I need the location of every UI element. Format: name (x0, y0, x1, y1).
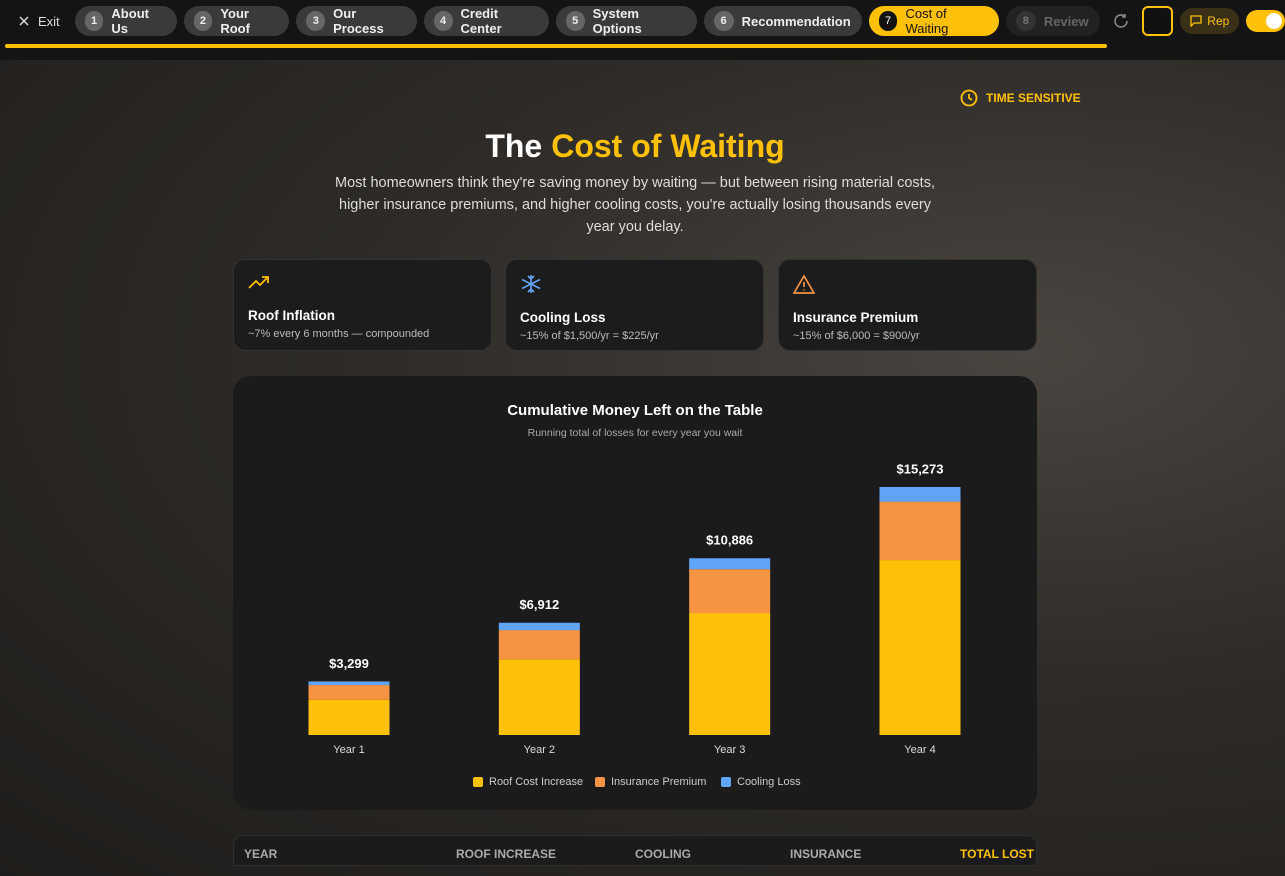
legend-swatch (595, 777, 605, 787)
chat-icon (1190, 15, 1202, 27)
step-number: 5 (565, 11, 585, 31)
progress-bar (5, 44, 1107, 48)
card-title: Insurance Premium (793, 310, 919, 325)
x-tick-label: Year 1 (333, 744, 364, 756)
step-pill[interactable]: 1 About Us (74, 6, 177, 36)
step-number: 7 (878, 11, 898, 31)
bar-segment (498, 630, 580, 660)
step-pill[interactable]: 3 Our Process (296, 6, 417, 36)
table-header-cell: YEAR (244, 847, 278, 861)
bar-segment (308, 681, 390, 686)
info-card: Cooling Loss ~15% of $1,500/yr = $225/yr (505, 259, 764, 351)
bar-segment (498, 659, 580, 735)
badge-text: TIME SENSITIVE (986, 91, 1081, 105)
card-title: Cooling Loss (520, 310, 606, 325)
bar-segment (879, 501, 961, 561)
chat-path (1190, 15, 1202, 27)
bar-segment (879, 560, 961, 735)
info-card: Roof Inflation ~7% every 6 months — compo… (233, 259, 492, 351)
trend-icon (248, 276, 269, 289)
step-number: 8 (1015, 11, 1036, 31)
step-pill[interactable]: 2 Your Roof (183, 6, 290, 36)
step-label: Our Process (333, 6, 384, 36)
step-pill[interactable]: 6 Recommendation (703, 6, 862, 36)
title-highlight: Cost of Waiting (551, 128, 785, 164)
bar-segment (689, 558, 771, 570)
close-icon (19, 16, 29, 26)
legend-swatch (473, 777, 483, 787)
step-label: Cost of Waiting (905, 6, 949, 36)
card-title: Roof Inflation (248, 308, 335, 323)
exit-button[interactable]: Exit (10, 14, 68, 29)
table-header-cell: INSURANCE (790, 847, 862, 861)
warning-icon (792, 274, 816, 294)
total-label: $3,299 (329, 656, 369, 671)
step-label: Review (1043, 13, 1089, 29)
bar-segment (689, 613, 771, 735)
card-detail: ~7% every 6 months — compounded (248, 328, 430, 340)
total-label: $15,273 (897, 461, 944, 476)
subtitle: Most homeowners think they're saving mon… (335, 175, 935, 235)
nav-row: Exit 1 About Us 2 Your Roof 3 Our Process 4 Cre… (10, 6, 1285, 36)
title-start: The (485, 128, 543, 164)
reload-path (1113, 14, 1128, 28)
step-number: 3 (306, 11, 326, 31)
step-pill[interactable]: 4 Credit Center (423, 6, 549, 36)
table-header-cell: TOTAL LOST (960, 847, 1034, 861)
reload-icon (1113, 14, 1128, 28)
total-label: $6,912 (519, 597, 559, 612)
step-number: 6 (713, 11, 734, 31)
step-label: Your Roof (220, 6, 250, 36)
x-tick-label: Year 2 (524, 744, 555, 756)
focus-button[interactable] (1141, 6, 1174, 36)
card-detail: ~15% of $6,000 = $900/yr (793, 330, 920, 342)
rep-button[interactable]: Rep (1180, 8, 1240, 34)
step-label: Credit Center (460, 6, 502, 36)
legend-swatch (721, 777, 731, 787)
legend-label: Insurance Premium (611, 776, 706, 788)
chart: Cumulative Money Left on the Table Runni… (308, 402, 961, 788)
table-header-cell: COOLING (635, 847, 691, 861)
info-card: Insurance Premium ~15% of $6,000 = $900/y… (778, 259, 1037, 351)
page-title: The Cost of Waiting (0, 128, 1270, 165)
step-number: 2 (193, 11, 213, 31)
table-header: YEAR ROOF INCREASE COOLING INSURANCE TOTAL L… (233, 835, 1037, 866)
step-pill[interactable]: 7 Cost of Waiting (868, 6, 999, 36)
step-number: 1 (84, 11, 104, 31)
step-label: System Options (592, 6, 642, 36)
step-label: Recommendation (741, 13, 851, 29)
rep-label: Rep (1207, 14, 1230, 28)
step-pill[interactable]: 5 System Options (555, 6, 697, 36)
bar-segment (879, 487, 961, 502)
legend-label: Roof Cost Increase (489, 776, 583, 788)
clock-icon (960, 89, 978, 107)
time-badge: TIME SENSITIVE (960, 89, 1081, 107)
bar-segment (308, 699, 390, 735)
bar-segment (498, 622, 580, 631)
bar-segment (308, 685, 390, 700)
chart-title: Cumulative Money Left on the Table (507, 402, 763, 419)
toggle[interactable] (1246, 10, 1285, 32)
chart-subtitle: Running total of losses for every year y… (528, 427, 743, 439)
legend-label: Cooling Loss (737, 776, 801, 788)
card-detail: ~15% of $1,500/yr = $225/yr (520, 330, 659, 342)
chart-panel: Cumulative Money Left on the Table Runni… (233, 376, 1037, 810)
exit-label: Exit (38, 13, 60, 29)
top-nav: Exit 1 About Us 2 Your Roof 3 Our Process 4 Cre… (0, 0, 1285, 60)
x-tick-label: Year 3 (714, 744, 745, 756)
snow-icon (521, 275, 541, 293)
total-label: $10,886 (706, 533, 753, 548)
table-header-cell: ROOF INCREASE (456, 847, 557, 861)
x-tick-label: Year 4 (904, 744, 935, 756)
bar-segment (689, 569, 771, 614)
step-number: 4 (433, 11, 453, 31)
step-pill[interactable]: 8 Review (1005, 6, 1100, 36)
step-label: About Us (111, 6, 149, 36)
